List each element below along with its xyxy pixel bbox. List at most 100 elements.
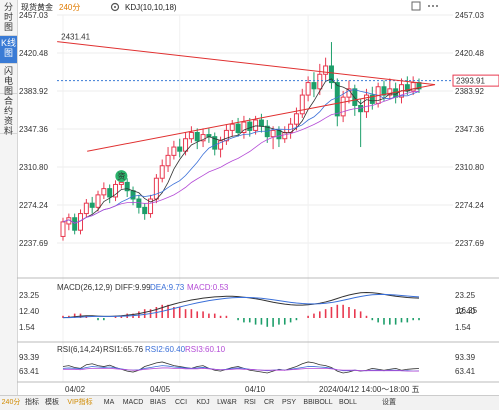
tab-flash[interactable]: 闪电图	[0, 64, 17, 96]
tab-kline[interactable]: K线图	[0, 36, 17, 64]
rsi1-value: RSI1:65.76	[103, 345, 144, 354]
price-tick: 2383.92	[19, 87, 48, 96]
macd-dea-line	[62, 293, 420, 319]
more-icon[interactable]	[428, 5, 438, 7]
price-tick: 2274.24	[19, 201, 48, 210]
rsi2-value: RSI2:60.40	[145, 345, 186, 354]
tab-kdj[interactable]: KDJ	[196, 399, 210, 406]
candle-body	[270, 129, 276, 138]
candle-body	[89, 202, 95, 208]
tab-rsi[interactable]: RSI	[244, 399, 256, 406]
price-tick: 2274.24	[455, 201, 484, 210]
price-tick: 2383.92	[455, 87, 484, 96]
time-tick: 04/10	[245, 385, 266, 394]
candle-body	[352, 88, 358, 106]
price-tick: 2237.69	[455, 239, 484, 248]
candle-body	[235, 123, 241, 133]
candle-body	[95, 194, 101, 208]
candle-body	[241, 121, 247, 133]
candle-body	[130, 190, 136, 200]
candle-body	[311, 82, 317, 90]
candle-body	[188, 131, 194, 140]
candle-body	[305, 82, 311, 96]
tab-settings[interactable]: 设置	[382, 399, 396, 406]
candle-body	[323, 65, 329, 75]
time-tick: 04/02	[65, 385, 86, 394]
macd-value-label: 16.25	[457, 306, 478, 315]
candle-body	[293, 113, 299, 125]
candles	[60, 42, 422, 241]
price-tick: 2347.36	[455, 125, 484, 134]
kline-chart[interactable]: 现货黄金 240分 KDJ(10,10,18) 2457.03 2420.48 …	[17, 0, 499, 395]
period-label[interactable]: 240分	[59, 3, 80, 12]
tab-bias[interactable]: BIAS	[150, 399, 166, 406]
indicator-toolbar: 240分 指标 模板 VIP指标 MA MACD BIAS CCI KDJ LW…	[0, 395, 499, 410]
side-tabs: 分时图 K线图 闪电图 合约资料	[0, 0, 18, 409]
ma-line-10	[62, 89, 420, 224]
price-grid	[57, 14, 453, 382]
expand-icon[interactable]	[411, 1, 421, 11]
candle-body	[159, 165, 165, 179]
candle-body	[276, 129, 282, 140]
ma-lines	[62, 78, 420, 224]
tab-bbiboll[interactable]: BBIBOLL	[303, 399, 333, 406]
rsi-lines	[62, 361, 420, 374]
triangle-drawing[interactable]	[57, 41, 436, 152]
tab-template[interactable]: 模板	[45, 399, 59, 406]
candle-body	[113, 183, 119, 198]
macd-dea: DEA:9.73	[150, 283, 185, 292]
candle-body	[387, 88, 393, 96]
rsi-line-3	[63, 367, 420, 372]
tab-timeshare[interactable]: 分时图	[0, 0, 17, 36]
macd-tick: 12.40	[19, 307, 40, 316]
candle-body	[72, 217, 78, 231]
macd-tick: 23.25	[19, 291, 40, 300]
candle-body	[171, 146, 177, 156]
candle-body	[118, 181, 124, 185]
candle-body	[183, 138, 189, 152]
tab-lwr[interactable]: LW&R	[217, 399, 237, 406]
rsi-tick: 63.41	[455, 367, 476, 376]
candle-body	[60, 221, 66, 237]
rsi-title: RSI(6,14,24)	[57, 345, 103, 354]
macd-tick: 1.54	[455, 323, 471, 332]
tab-boll[interactable]: BOLL	[339, 399, 357, 406]
candle-body	[247, 121, 253, 131]
tab-indicators[interactable]: 指标	[25, 399, 39, 406]
price-tick: 2420.48	[455, 49, 484, 58]
tab-ma[interactable]: MA	[103, 399, 115, 406]
macd-title: MACD(26,12,9)	[57, 283, 113, 292]
candle-body	[282, 131, 288, 140]
tab-psy[interactable]: PSY	[281, 399, 296, 406]
event-badge-label: 资	[117, 171, 125, 181]
gear-icon[interactable]	[110, 2, 120, 12]
rsi-tick: 63.41	[19, 367, 40, 376]
price-tick: 2237.69	[19, 239, 48, 248]
tab-period[interactable]: 240分	[1, 399, 21, 406]
candle-body	[78, 213, 84, 231]
candle-body	[223, 129, 229, 142]
candle-body	[142, 206, 148, 215]
candle-body	[212, 136, 218, 150]
last-price-label: 2393.91	[456, 77, 485, 86]
macd-tick: 23.25	[455, 291, 476, 300]
candle-body	[194, 131, 200, 142]
candle-body	[381, 86, 387, 96]
time-tick: 04/05	[150, 385, 171, 394]
event-badge[interactable]: 资	[115, 170, 128, 183]
instrument-name: 现货黄金	[21, 2, 53, 12]
rsi-line-1	[62, 361, 420, 374]
last-price-box	[452, 74, 499, 87]
tab-vip[interactable]: VIP指标	[67, 399, 93, 406]
tab-macd[interactable]: MACD	[122, 399, 144, 406]
tab-contract[interactable]: 合约资料	[0, 94, 17, 136]
indicator-label: KDJ(10,10,18)	[125, 3, 177, 12]
tab-cci[interactable]: CCI	[174, 399, 188, 406]
candle-body	[253, 119, 259, 131]
price-tick: 2457.03	[19, 11, 48, 20]
tab-cr[interactable]: CR	[263, 399, 275, 406]
candle-body	[317, 73, 323, 90]
candle-body	[165, 154, 171, 167]
macd-tick: 1.54	[19, 323, 35, 332]
macd-diff: DIFF:9.99	[115, 283, 151, 292]
